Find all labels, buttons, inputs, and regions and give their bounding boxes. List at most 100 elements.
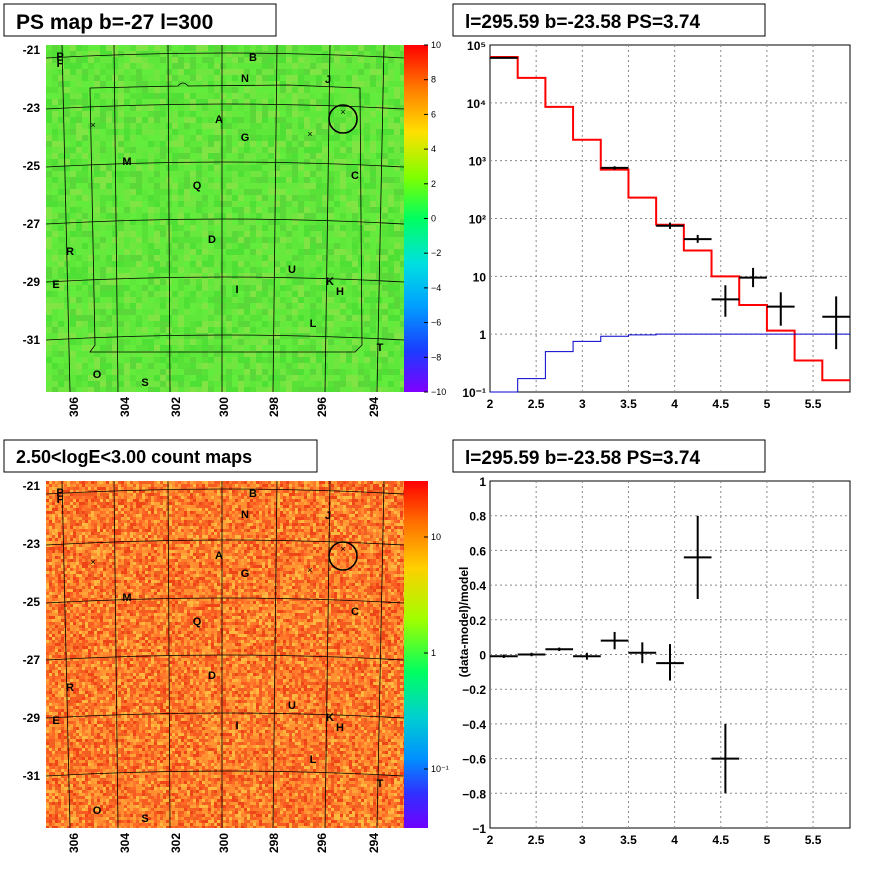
source-label-J: J [325,510,331,522]
source-label-S: S [141,813,148,825]
source-label-D: D [208,234,216,246]
x-tick-label: 306 [67,397,81,417]
y-tick-label: −0.8 [462,787,486,801]
x-tick-label: 300 [217,397,231,417]
colorbar-tick-label: −10 [431,387,446,397]
count-map-title: 2.50<logE<3.00 count maps [16,447,252,467]
x-tick-label: 4 [671,397,678,411]
y-tick-label: −0.2 [462,683,486,697]
y-tick-label: 10⁴ [467,97,486,111]
y-tick-label: 0.4 [469,579,486,593]
source-label-A: A [215,114,223,126]
x-tick-label: 4.5 [712,833,729,847]
ps-map-cross-marker: × [307,129,312,139]
source-label-N: N [241,509,249,521]
spectrum-title: l=295.59 b=-23.58 PS=3.74 [465,12,700,33]
y-tick-label: 10³ [469,155,486,169]
x-tick-label: 298 [267,833,281,853]
y-tick-label: 1 [479,475,486,489]
source-label-M: M [122,592,131,604]
colorbar-tick-label: −4 [431,283,441,293]
y-tick-label: -27 [23,653,41,667]
x-tick-label: 304 [118,833,132,853]
y-tick-label: -29 [23,711,41,725]
source-label-G: G [241,568,250,580]
x-tick-label: 2 [487,833,494,847]
y-tick-label: -21 [23,479,41,493]
ps-map-cross-marker: × [90,120,95,130]
count-map-y-axis: -21-23-25-27-29-31 [23,479,41,783]
source-label-R: R [66,682,74,694]
x-tick-label: 4 [671,833,678,847]
colorbar-tick-label: 1 [431,648,436,658]
x-tick-label: 2 [487,397,494,411]
colorbar-tick-label: 10⁻¹ [431,764,449,774]
source-label-D: D [208,670,216,682]
source-label-I: I [235,284,238,296]
y-tick-label: -23 [23,101,41,115]
source-label-F: F [57,58,64,70]
source-label-U: U [288,700,296,712]
colorbar-tick-label: 10 [431,40,441,50]
x-tick-label: 302 [169,833,183,853]
source-label-S: S [141,377,148,389]
source-label-B: B [249,488,257,500]
x-tick-label: 2.5 [528,833,545,847]
colorbar-tick-label: 2 [431,179,436,189]
source-label-Q: Q [193,180,202,192]
colorbar-tick-label: 6 [431,109,436,119]
source-label-M: M [122,156,131,168]
source-label-K: K [326,712,334,724]
source-label-T: T [377,778,384,790]
y-tick-label: -27 [23,217,41,231]
source-label-E: E [52,279,59,291]
ps-map-source-cross: × [340,107,345,117]
source-label-N: N [241,73,249,85]
source-label-R: R [66,246,74,258]
y-tick-label: -21 [23,43,41,57]
colorbar-tick-label: 0 [431,214,436,224]
source-label-Q: Q [193,616,202,628]
source-label-C: C [351,170,359,182]
colorbar-tick-label: −8 [431,352,441,362]
ps-map-texture [46,45,404,392]
x-tick-label: 5.5 [805,397,822,411]
y-tick-label: 0 [479,649,486,663]
source-label-I: I [235,720,238,732]
x-tick-label: 2.5 [528,397,545,411]
source-label-G: G [241,132,250,144]
x-tick-label: 304 [118,397,132,417]
x-tick-label: 5 [764,833,771,847]
residual-y-axis-title: (data-model)/model [457,567,471,678]
x-tick-label: 296 [315,833,329,853]
residual-title: l=295.59 b=-23.58 PS=3.74 [465,448,700,469]
x-tick-label: 5.5 [805,833,822,847]
y-tick-label: −0.6 [462,753,486,767]
x-tick-label: 294 [367,397,381,417]
x-tick-label: 306 [67,833,81,853]
y-tick-label: 0.8 [469,510,486,524]
x-tick-label: 302 [169,397,183,417]
y-tick-label: 10⁻¹ [462,386,486,400]
colorbar-tick-label: −2 [431,248,441,258]
y-tick-label: -29 [23,275,41,289]
count-map-cross-marker: × [90,557,95,567]
source-label-K: K [326,276,334,288]
source-label-L: L [310,754,317,766]
source-label-E: E [52,715,59,727]
colorbar-tick-label: 4 [431,144,436,154]
y-tick-label: 0.2 [469,614,486,628]
source-label-H: H [336,722,344,734]
source-label-A: A [215,550,223,562]
x-tick-label: 298 [267,397,281,417]
count-map-texture [46,481,404,828]
y-tick-label: -25 [23,159,41,173]
x-tick-label: 5 [764,397,771,411]
y-tick-label: -23 [23,537,41,551]
y-tick-label: -25 [23,595,41,609]
